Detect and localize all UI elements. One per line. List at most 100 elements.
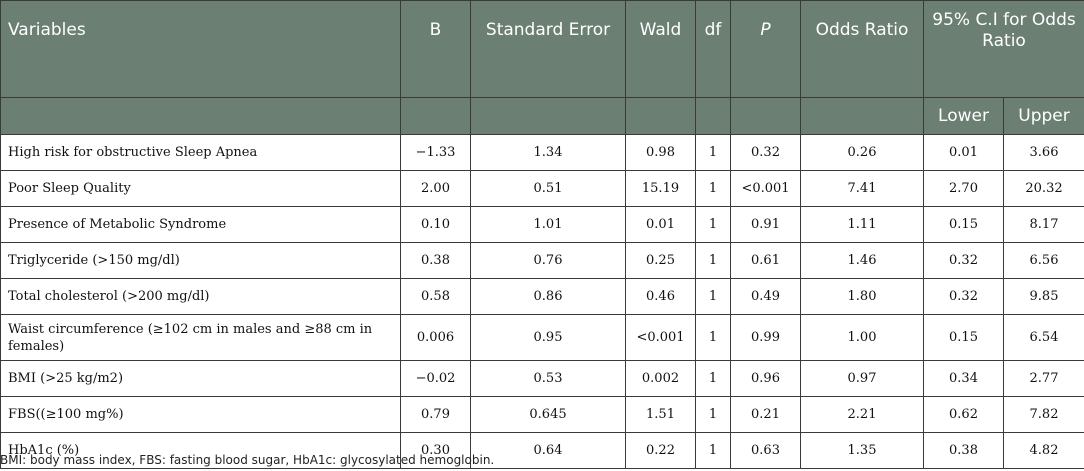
header-cell-empty (730, 97, 801, 135)
header-cell-empty (0, 97, 401, 135)
cell-lower: 0.34 (923, 360, 1004, 397)
cell-upper: 6.56 (1003, 242, 1084, 279)
cell-df: 1 (695, 278, 731, 315)
header-odds-ratio: Odds Ratio (800, 0, 924, 60)
cell-variable: Total cholesterol (>200 mg/dl) (0, 278, 401, 315)
header-cell-empty (800, 97, 924, 135)
header-cell-empty (400, 97, 471, 135)
cell-upper: 3.66 (1003, 134, 1084, 171)
header-ci: 95% C.I for Odds Ratio (923, 0, 1084, 60)
cell-upper: 4.82 (1003, 432, 1084, 469)
table-row: HbA1c (%) 0.30 0.64 0.22 1 0.63 1.35 0.3… (0, 432, 1084, 469)
table-row: FBS((≥100 mg%) 0.79 0.645 1.51 1 0.21 2.… (0, 396, 1084, 433)
cell-upper: 20.32 (1003, 170, 1084, 207)
table-row: Waist circumference (≥102 cm in males an… (0, 314, 1084, 361)
cell-upper: 2.77 (1003, 360, 1084, 397)
cell-variable: Poor Sleep Quality (0, 170, 401, 207)
cell-lower: 0.32 (923, 242, 1004, 279)
cell-lower: 2.70 (923, 170, 1004, 207)
header-cell-empty (923, 60, 1084, 98)
header-row: Variables B Standard Error Wald df P Odd… (0, 0, 1084, 60)
cell-b: 0.58 (400, 278, 471, 315)
cell-variable: HbA1c (%) (0, 432, 401, 469)
cell-variable: FBS((≥100 mg%) (0, 396, 401, 433)
cell-wald: 0.22 (625, 432, 696, 469)
cell-lower: 0.15 (923, 314, 1004, 361)
header-cell-empty (625, 97, 696, 135)
header-cell-empty (730, 60, 801, 98)
cell-b: 2.00 (400, 170, 471, 207)
cell-p: 0.32 (730, 134, 801, 171)
header-b: B (400, 0, 471, 60)
cell-lower: 0.01 (923, 134, 1004, 171)
table-row: Triglyceride (>150 mg/dl) 0.38 0.76 0.25… (0, 242, 1084, 279)
cell-b: −0.02 (400, 360, 471, 397)
cell-upper: 6.54 (1003, 314, 1084, 361)
cell-variable: High risk for obstructive Sleep Apnea (0, 134, 401, 171)
header-lower: Lower (923, 97, 1004, 135)
header-cell-empty (0, 60, 401, 98)
cell-df: 1 (695, 396, 731, 433)
table-footnote: BMI: body mass index, FBS: fasting blood… (0, 453, 495, 467)
cell-lower: 0.62 (923, 396, 1004, 433)
cell-odds-ratio: 1.35 (800, 432, 924, 469)
cell-odds-ratio: 1.46 (800, 242, 924, 279)
cell-p: 0.21 (730, 396, 801, 433)
cell-p: <0.001 (730, 170, 801, 207)
cell-standard-error: 1.01 (470, 206, 626, 243)
cell-wald: 0.25 (625, 242, 696, 279)
cell-upper: 7.82 (1003, 396, 1084, 433)
cell-df: 1 (695, 360, 731, 397)
cell-variable: BMI (>25 kg/m2) (0, 360, 401, 397)
cell-wald: 1.51 (625, 396, 696, 433)
header-cell-empty (695, 97, 731, 135)
cell-wald: 0.46 (625, 278, 696, 315)
cell-odds-ratio: 1.80 (800, 278, 924, 315)
table-row: BMI (>25 kg/m2) −0.02 0.53 0.002 1 0.96 … (0, 360, 1084, 397)
cell-p: 0.91 (730, 206, 801, 243)
table-row: High risk for obstructive Sleep Apnea −1… (0, 134, 1084, 171)
cell-b: 0.006 (400, 314, 471, 361)
cell-upper: 9.85 (1003, 278, 1084, 315)
cell-lower: 0.38 (923, 432, 1004, 469)
table-row: Total cholesterol (>200 mg/dl) 0.58 0.86… (0, 278, 1084, 315)
header-p: P (730, 0, 801, 60)
header-spacer-row (0, 60, 1084, 98)
cell-wald: 0.002 (625, 360, 696, 397)
cell-upper: 8.17 (1003, 206, 1084, 243)
cell-p: 0.61 (730, 242, 801, 279)
cell-odds-ratio: 7.41 (800, 170, 924, 207)
cell-standard-error: 0.645 (470, 396, 626, 433)
cell-p: 0.49 (730, 278, 801, 315)
cell-lower: 0.32 (923, 278, 1004, 315)
cell-p: 0.63 (730, 432, 801, 469)
cell-b: 0.79 (400, 396, 471, 433)
cell-odds-ratio: 0.97 (800, 360, 924, 397)
table-row: Poor Sleep Quality 2.00 0.51 15.19 1 <0.… (0, 170, 1084, 207)
cell-odds-ratio: 1.11 (800, 206, 924, 243)
table-body: High risk for obstructive Sleep Apnea −1… (0, 134, 1084, 469)
cell-standard-error: 0.86 (470, 278, 626, 315)
cell-odds-ratio: 0.26 (800, 134, 924, 171)
header-wald: Wald (625, 0, 696, 60)
cell-df: 1 (695, 242, 731, 279)
cell-variable: Waist circumference (≥102 cm in males an… (0, 314, 401, 361)
cell-standard-error: 0.53 (470, 360, 626, 397)
table-row: Presence of Metabolic Syndrome 0.10 1.01… (0, 206, 1084, 243)
cell-variable: Triglyceride (>150 mg/dl) (0, 242, 401, 279)
cell-odds-ratio: 1.00 (800, 314, 924, 361)
cell-wald: 0.98 (625, 134, 696, 171)
header-cell-empty (470, 97, 626, 135)
header-variables: Variables (0, 0, 401, 60)
header-cell-empty (625, 60, 696, 98)
cell-standard-error: 0.76 (470, 242, 626, 279)
cell-standard-error: 0.95 (470, 314, 626, 361)
header-df: df (695, 0, 731, 60)
header-cell-empty (470, 60, 626, 98)
cell-df: 1 (695, 206, 731, 243)
cell-odds-ratio: 2.21 (800, 396, 924, 433)
cell-df: 1 (695, 314, 731, 361)
cell-df: 1 (695, 170, 731, 207)
header-cell-empty (695, 60, 731, 98)
